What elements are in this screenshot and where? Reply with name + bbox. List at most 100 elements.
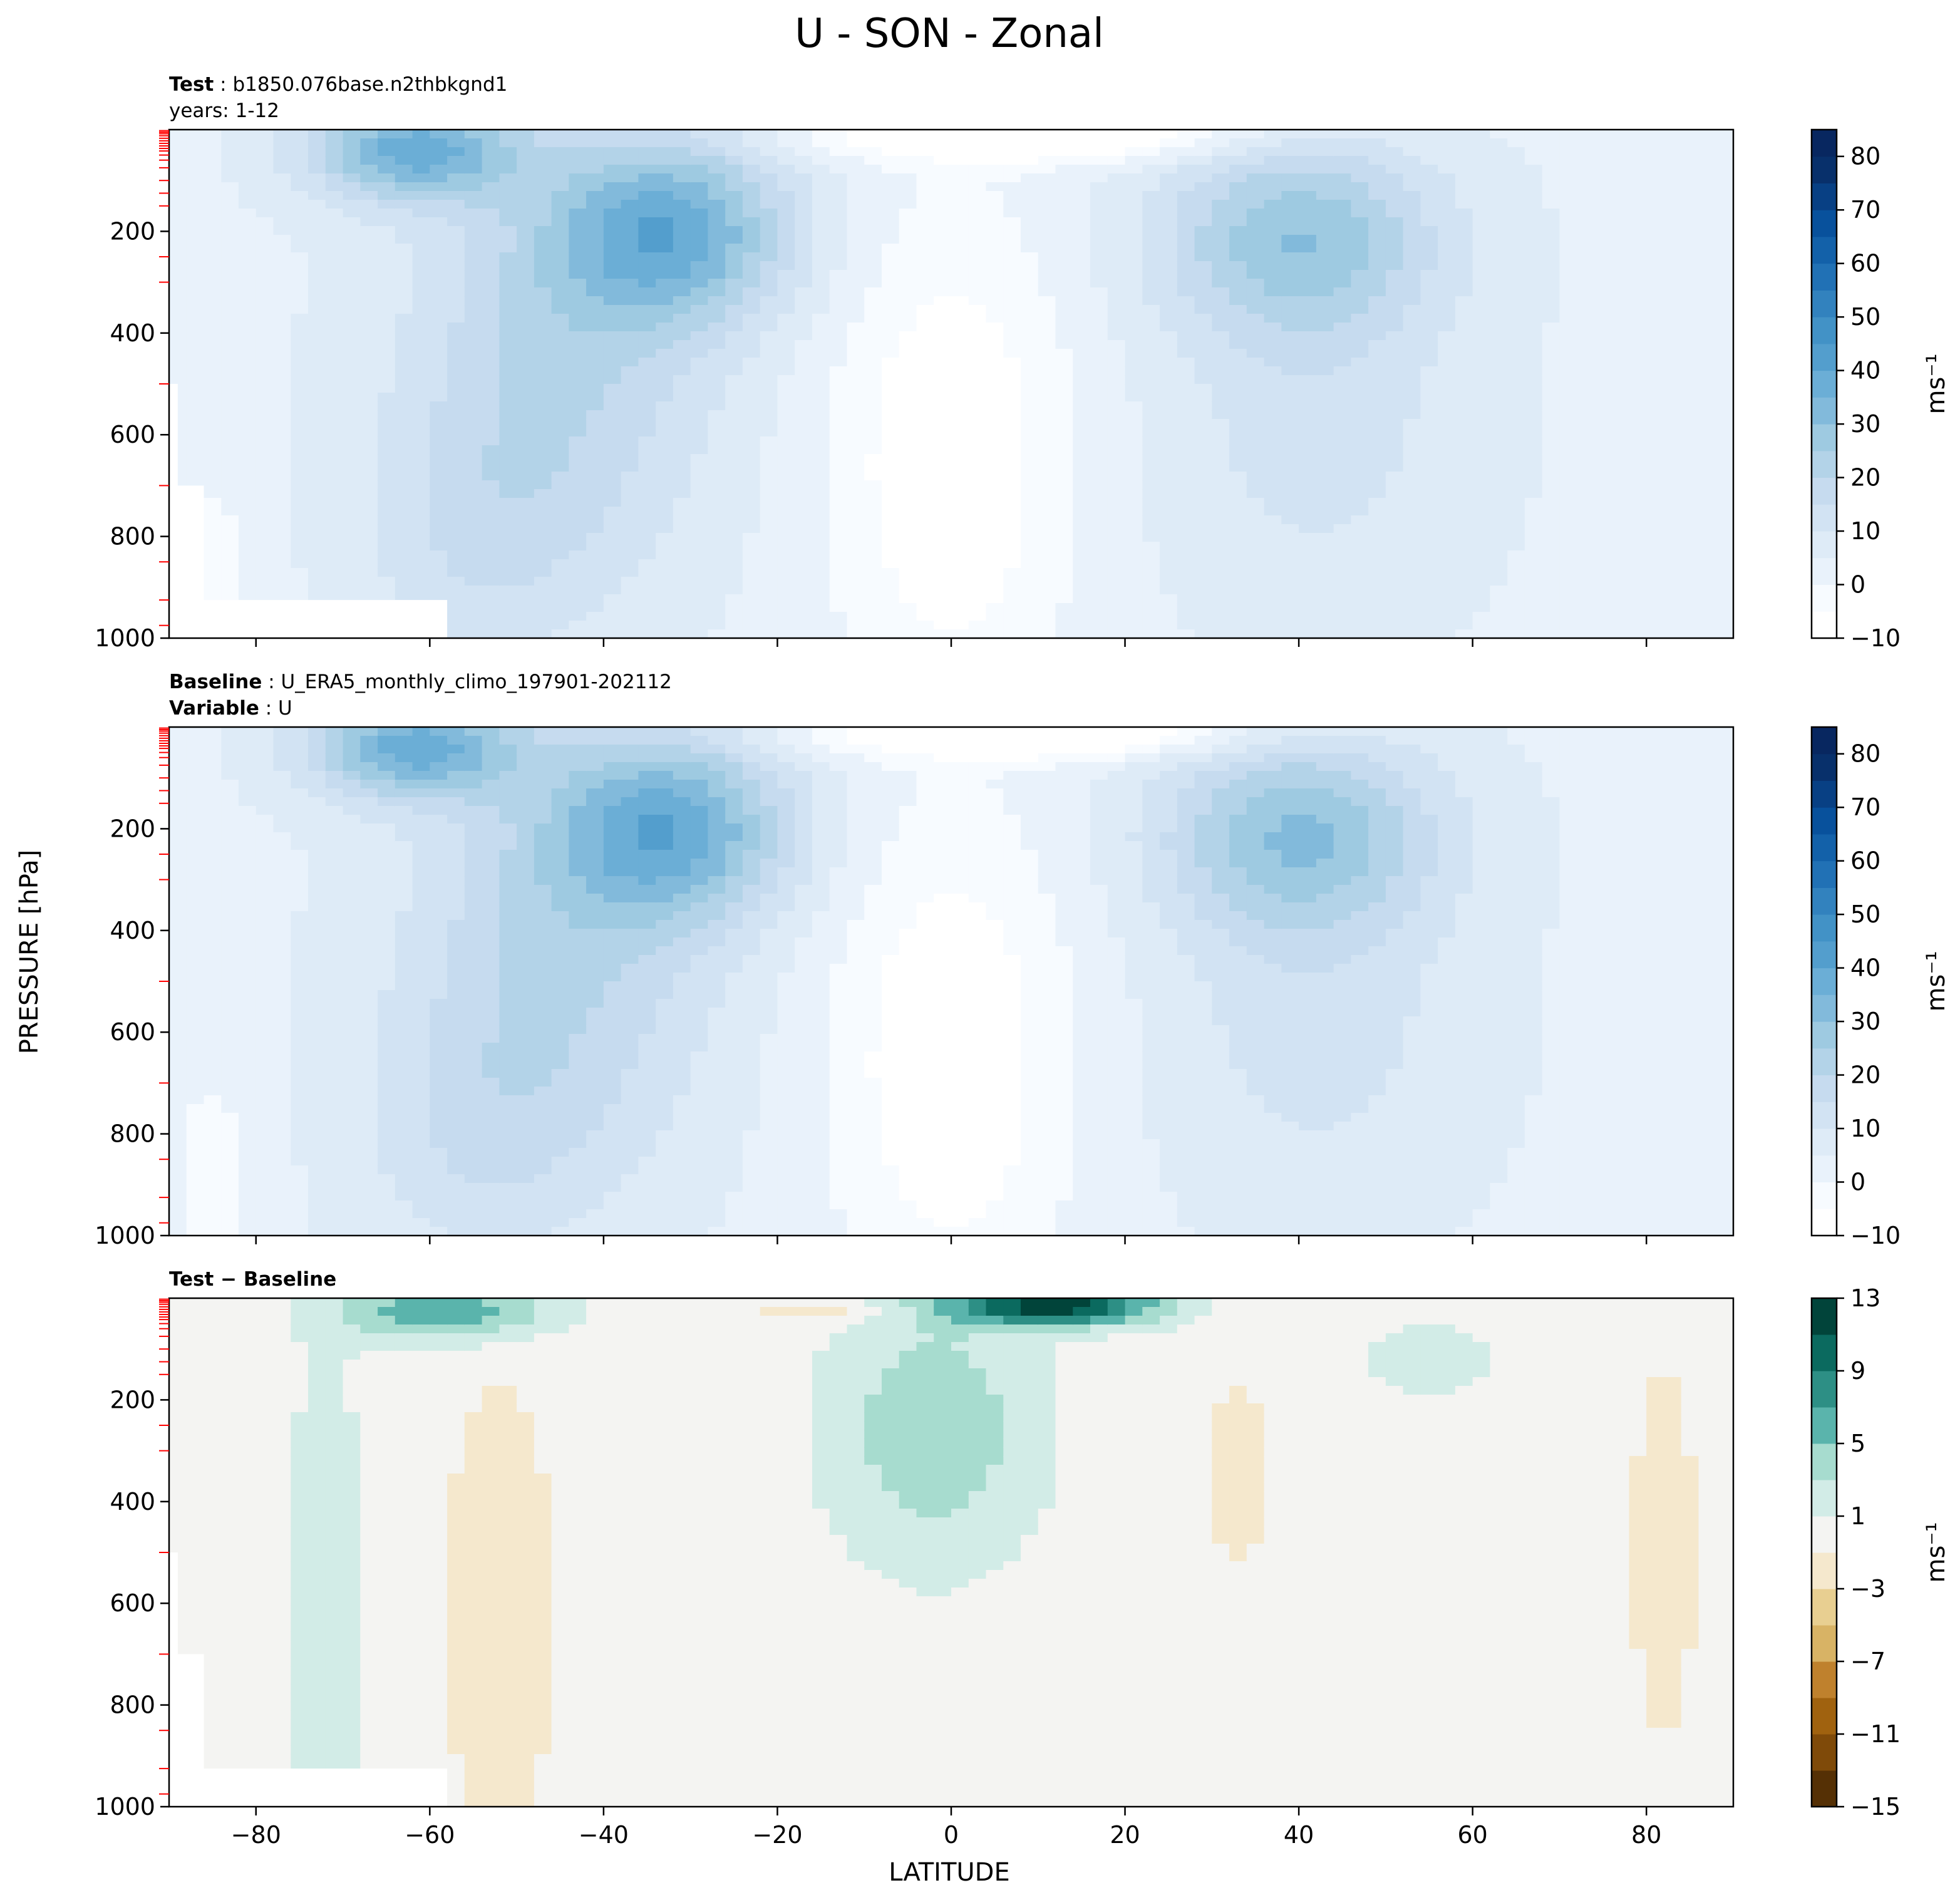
heatmap-cell (464, 401, 483, 411)
heatmap-cell (812, 489, 830, 498)
heatmap-cell (430, 472, 448, 481)
heatmap-cell (273, 454, 292, 463)
heatmap-cell (1646, 463, 1664, 472)
heatmap-cell (221, 279, 239, 288)
heatmap-cell (1299, 182, 1317, 192)
heatmap-cell (1038, 621, 1056, 630)
heatmap-cell (742, 173, 761, 183)
heatmap-cell (551, 340, 570, 349)
heatmap-cell (603, 629, 622, 639)
heatmap-cell (569, 454, 587, 463)
heatmap-cell (1542, 323, 1560, 332)
heatmap-cell (638, 331, 656, 341)
heatmap-cell (1385, 366, 1404, 376)
heatmap-cell (204, 498, 222, 507)
heatmap-cell (1385, 323, 1404, 332)
heatmap-cell (517, 314, 535, 323)
heatmap-cell (1594, 323, 1612, 332)
heatmap-cell (1003, 621, 1021, 630)
heatmap-cell (499, 375, 517, 385)
heatmap-cell (551, 331, 570, 341)
heatmap-cell (899, 314, 917, 323)
heatmap-cell (569, 252, 587, 262)
heatmap-cell (447, 498, 465, 507)
heatmap-cell (291, 209, 309, 218)
heatmap-cell (1299, 217, 1317, 227)
heatmap-cell (951, 375, 969, 385)
heatmap-cell (430, 261, 448, 271)
heatmap-cell (430, 305, 448, 314)
heatmap-cell (412, 524, 431, 534)
heatmap-cell (204, 507, 222, 516)
heatmap-cell (1385, 375, 1404, 385)
heatmap-cell (1281, 165, 1299, 174)
heatmap-cell (499, 323, 517, 332)
heatmap-cell (1472, 375, 1491, 385)
heatmap-cell (273, 138, 292, 148)
heatmap-cell (1073, 629, 1091, 639)
heatmap-cell (1212, 577, 1230, 586)
heatmap-cell (864, 191, 882, 200)
heatmap-cell (847, 577, 865, 586)
heatmap-cell (1559, 130, 1577, 139)
heatmap-cell (656, 226, 674, 235)
heatmap-cell (1455, 533, 1473, 542)
heatmap-cell (1455, 340, 1473, 349)
heatmap-cell (986, 524, 1004, 534)
heatmap-cell (1160, 296, 1178, 306)
heatmap-cell (603, 498, 622, 507)
heatmap-cell (1073, 244, 1091, 253)
heatmap-cell (1281, 314, 1299, 323)
heatmap-cell (1524, 138, 1543, 148)
heatmap-cell (864, 445, 882, 455)
heatmap-cell (1281, 629, 1299, 639)
heatmap-cell (239, 147, 257, 157)
heatmap-cell (1316, 279, 1334, 288)
heatmap-cell (934, 410, 952, 420)
heatmap-cell (291, 445, 309, 455)
heatmap-cell (1594, 375, 1612, 385)
heatmap-cell (273, 261, 292, 271)
heatmap-cell (239, 542, 257, 551)
heatmap-cell (273, 314, 292, 323)
heatmap-cell (308, 138, 326, 148)
heatmap-cell (1646, 287, 1664, 297)
heatmap-cell (1073, 349, 1091, 358)
heatmap-cell (1524, 603, 1543, 612)
heatmap-cell (1455, 156, 1473, 165)
heatmap-cell (447, 244, 465, 253)
heatmap-cell (882, 436, 900, 446)
heatmap-cell (986, 366, 1004, 376)
heatmap-cell (951, 226, 969, 235)
heatmap-cell (725, 252, 743, 262)
heatmap-cell (899, 559, 917, 569)
heatmap-cell (1420, 594, 1438, 604)
heatmap-cell (569, 244, 587, 253)
heatmap-cell (1490, 165, 1508, 174)
heatmap-cell (534, 533, 552, 542)
heatmap-cell (1194, 542, 1213, 551)
heatmap-cell (499, 472, 517, 481)
heatmap-cell (742, 524, 761, 534)
heatmap-cell (725, 621, 743, 630)
heatmap-cell (638, 454, 656, 463)
heatmap-cell (1177, 252, 1195, 262)
heatmap-cell (916, 594, 935, 604)
heatmap-cell (1629, 550, 1648, 560)
heatmap-cell (1559, 629, 1577, 639)
heatmap-cell (1542, 524, 1560, 534)
heatmap-cell (499, 612, 517, 621)
heatmap-cell (1038, 296, 1056, 306)
heatmap-cell (534, 191, 552, 200)
heatmap-cell (412, 235, 431, 244)
heatmap-cell (725, 577, 743, 586)
heatmap-cell (1490, 419, 1508, 428)
heatmap-cell (1420, 323, 1438, 332)
heatmap-cell (255, 296, 274, 306)
heatmap-cell (1177, 454, 1195, 463)
heatmap-cell (1142, 568, 1160, 577)
heatmap-cell (934, 296, 952, 306)
heatmap-cell (1438, 454, 1456, 463)
heatmap-cell (499, 147, 517, 157)
